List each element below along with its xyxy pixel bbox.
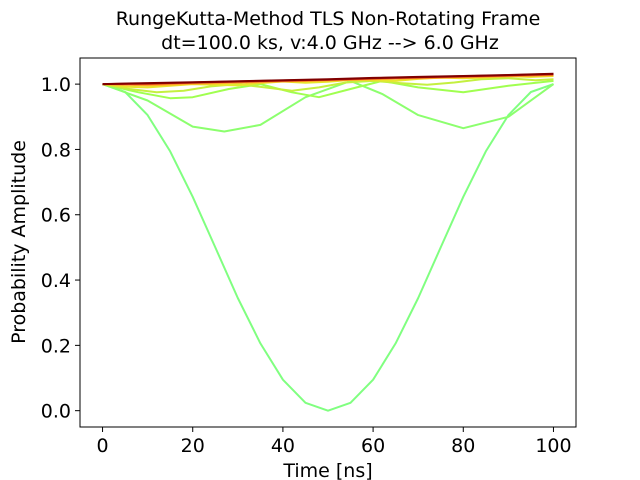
y-axis-ticks: 0.0 0.2 0.4 0.6 0.8 1.0 <box>41 74 80 423</box>
y-tick-label: 0.8 <box>41 139 71 161</box>
series-line-4 <box>102 77 554 94</box>
x-tick-label: 60 <box>361 435 385 457</box>
y-tick-label: 0.4 <box>41 270 71 292</box>
x-axis-label: Time [ns] <box>282 460 372 480</box>
x-tick-label: 0 <box>96 435 108 457</box>
series-line-1 <box>102 83 554 412</box>
chart-subtitle: dt=100.0 ks, v:4.0 GHz --> 6.0 GHz <box>161 32 499 54</box>
chart-title: RungeKutta-Method TLS Non-Rotating Frame <box>116 8 541 30</box>
series-layer <box>102 72 555 412</box>
y-tick-label: 1.0 <box>41 74 71 96</box>
x-tick-label: 100 <box>535 435 571 457</box>
y-tick-label: 0.0 <box>41 401 71 423</box>
series-line-3 <box>102 79 554 100</box>
y-tick-label: 0.6 <box>41 205 71 227</box>
x-tick-label: 20 <box>181 435 205 457</box>
x-tick-label: 40 <box>271 435 295 457</box>
y-tick-label: 0.2 <box>41 335 71 357</box>
y-axis-label: Probability Amplitude <box>8 140 30 344</box>
series-line-9 <box>102 72 554 86</box>
x-tick-label: 80 <box>451 435 475 457</box>
x-axis-ticks: 0 20 40 60 80 100 <box>96 427 572 457</box>
plot-frame <box>79 57 577 428</box>
series-line-2 <box>102 79 555 133</box>
